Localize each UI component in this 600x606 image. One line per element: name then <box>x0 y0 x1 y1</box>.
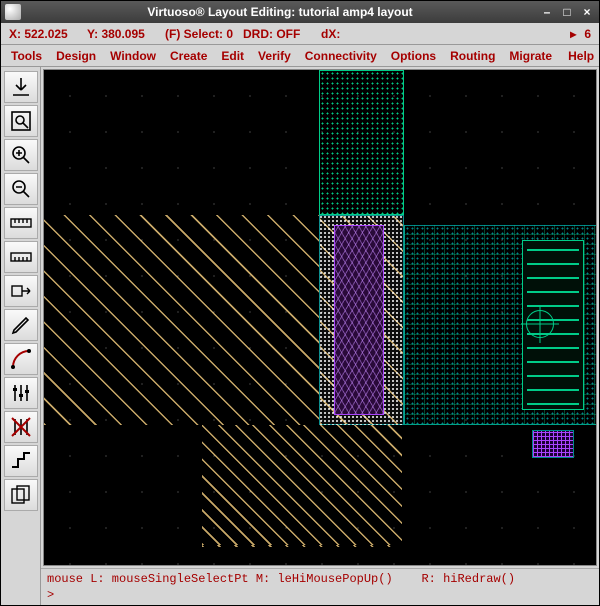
titlebar[interactable]: Virtuoso® Layout Editing: tutorial amp4 … <box>1 1 599 23</box>
minimize-button[interactable]: – <box>539 4 555 20</box>
menu-connectivity[interactable]: Connectivity <box>299 47 383 65</box>
coordinate-statusbar: X: 522.025 Y: 380.095 (F) Select: 0 DRD:… <box>1 23 599 45</box>
zoom-in-icon <box>9 143 33 167</box>
menu-verify[interactable]: Verify <box>252 47 297 65</box>
copy-cell-button[interactable] <box>4 479 38 511</box>
zoom-out-icon <box>9 177 33 201</box>
arc-button[interactable] <box>4 343 38 375</box>
layer-region-purple-bar[interactable] <box>334 225 384 415</box>
layer-region-green-top[interactable] <box>319 70 404 215</box>
status-drd: DRD: OFF <box>243 27 313 41</box>
ruler-vertical-icon <box>9 245 33 269</box>
command-footer: mouse L: mouseSingleSelectPt M: leHiMous… <box>41 568 599 605</box>
layer-region-tan-bottom[interactable] <box>202 425 402 545</box>
status-select: (F) Select: 0 <box>165 27 235 41</box>
close-button[interactable]: × <box>579 4 595 20</box>
ruler-horizontal-button[interactable] <box>4 207 38 239</box>
maximize-button[interactable]: □ <box>559 4 575 20</box>
menu-help[interactable]: Help <box>562 47 600 65</box>
crossed-sliders-button[interactable] <box>4 411 38 443</box>
left-toolbar <box>1 67 41 605</box>
arc-icon <box>9 347 33 371</box>
menu-tools[interactable]: Tools <box>5 47 48 65</box>
ruler-horizontal-icon <box>9 211 33 235</box>
crossed-sliders-icon <box>9 415 33 439</box>
zoom-in-button[interactable] <box>4 139 38 171</box>
menu-design[interactable]: Design <box>50 47 102 65</box>
stretch-button[interactable] <box>4 275 38 307</box>
menubar: Tools Design Window Create Edit Verify C… <box>1 45 599 67</box>
mouse-bindings-line: mouse L: mouseSingleSelectPt M: leHiMous… <box>47 571 593 587</box>
step-button[interactable] <box>4 445 38 477</box>
status-dx: dX: <box>321 27 391 41</box>
menu-create[interactable]: Create <box>164 47 213 65</box>
layer-arrow-icon[interactable]: ▸ <box>570 27 576 41</box>
sliders-button[interactable] <box>4 377 38 409</box>
step-icon <box>9 449 33 473</box>
pencil-button[interactable] <box>4 309 38 341</box>
layout-canvas[interactable] <box>43 69 597 566</box>
menu-edit[interactable]: Edit <box>215 47 250 65</box>
layer-region-purple-small[interactable] <box>532 430 574 458</box>
app-window: Virtuoso® Layout Editing: tutorial amp4 … <box>0 0 600 606</box>
window-title: Virtuoso® Layout Editing: tutorial amp4 … <box>25 5 535 19</box>
status-y: Y: 380.095 <box>87 27 157 41</box>
layer-region-tan-bottom-strip[interactable] <box>202 545 402 547</box>
app-icon <box>5 4 21 20</box>
canvas-wrap: mouse L: mouseSingleSelectPt M: leHiMous… <box>41 67 599 605</box>
status-x: X: 522.025 <box>9 27 79 41</box>
copy-cell-icon <box>9 483 33 507</box>
body: mouse L: mouseSingleSelectPt M: leHiMous… <box>1 67 599 605</box>
menu-routing[interactable]: Routing <box>444 47 501 65</box>
command-prompt[interactable]: > <box>47 587 593 603</box>
save-icon <box>9 75 33 99</box>
zoom-out-button[interactable] <box>4 173 38 205</box>
pencil-icon <box>9 313 33 337</box>
stretch-icon <box>9 279 33 303</box>
menu-options[interactable]: Options <box>385 47 442 65</box>
layer-region-tan-large[interactable] <box>44 215 319 425</box>
layer-number[interactable]: 6 <box>584 27 591 41</box>
target-crosshair-icon <box>526 310 554 338</box>
ruler-vertical-button[interactable] <box>4 241 38 273</box>
zoom-fit-button[interactable] <box>4 105 38 137</box>
zoom-fit-icon <box>9 109 33 133</box>
menu-migrate[interactable]: Migrate <box>503 47 558 65</box>
sliders-icon <box>9 381 33 405</box>
save-button[interactable] <box>4 71 38 103</box>
menu-window[interactable]: Window <box>104 47 162 65</box>
